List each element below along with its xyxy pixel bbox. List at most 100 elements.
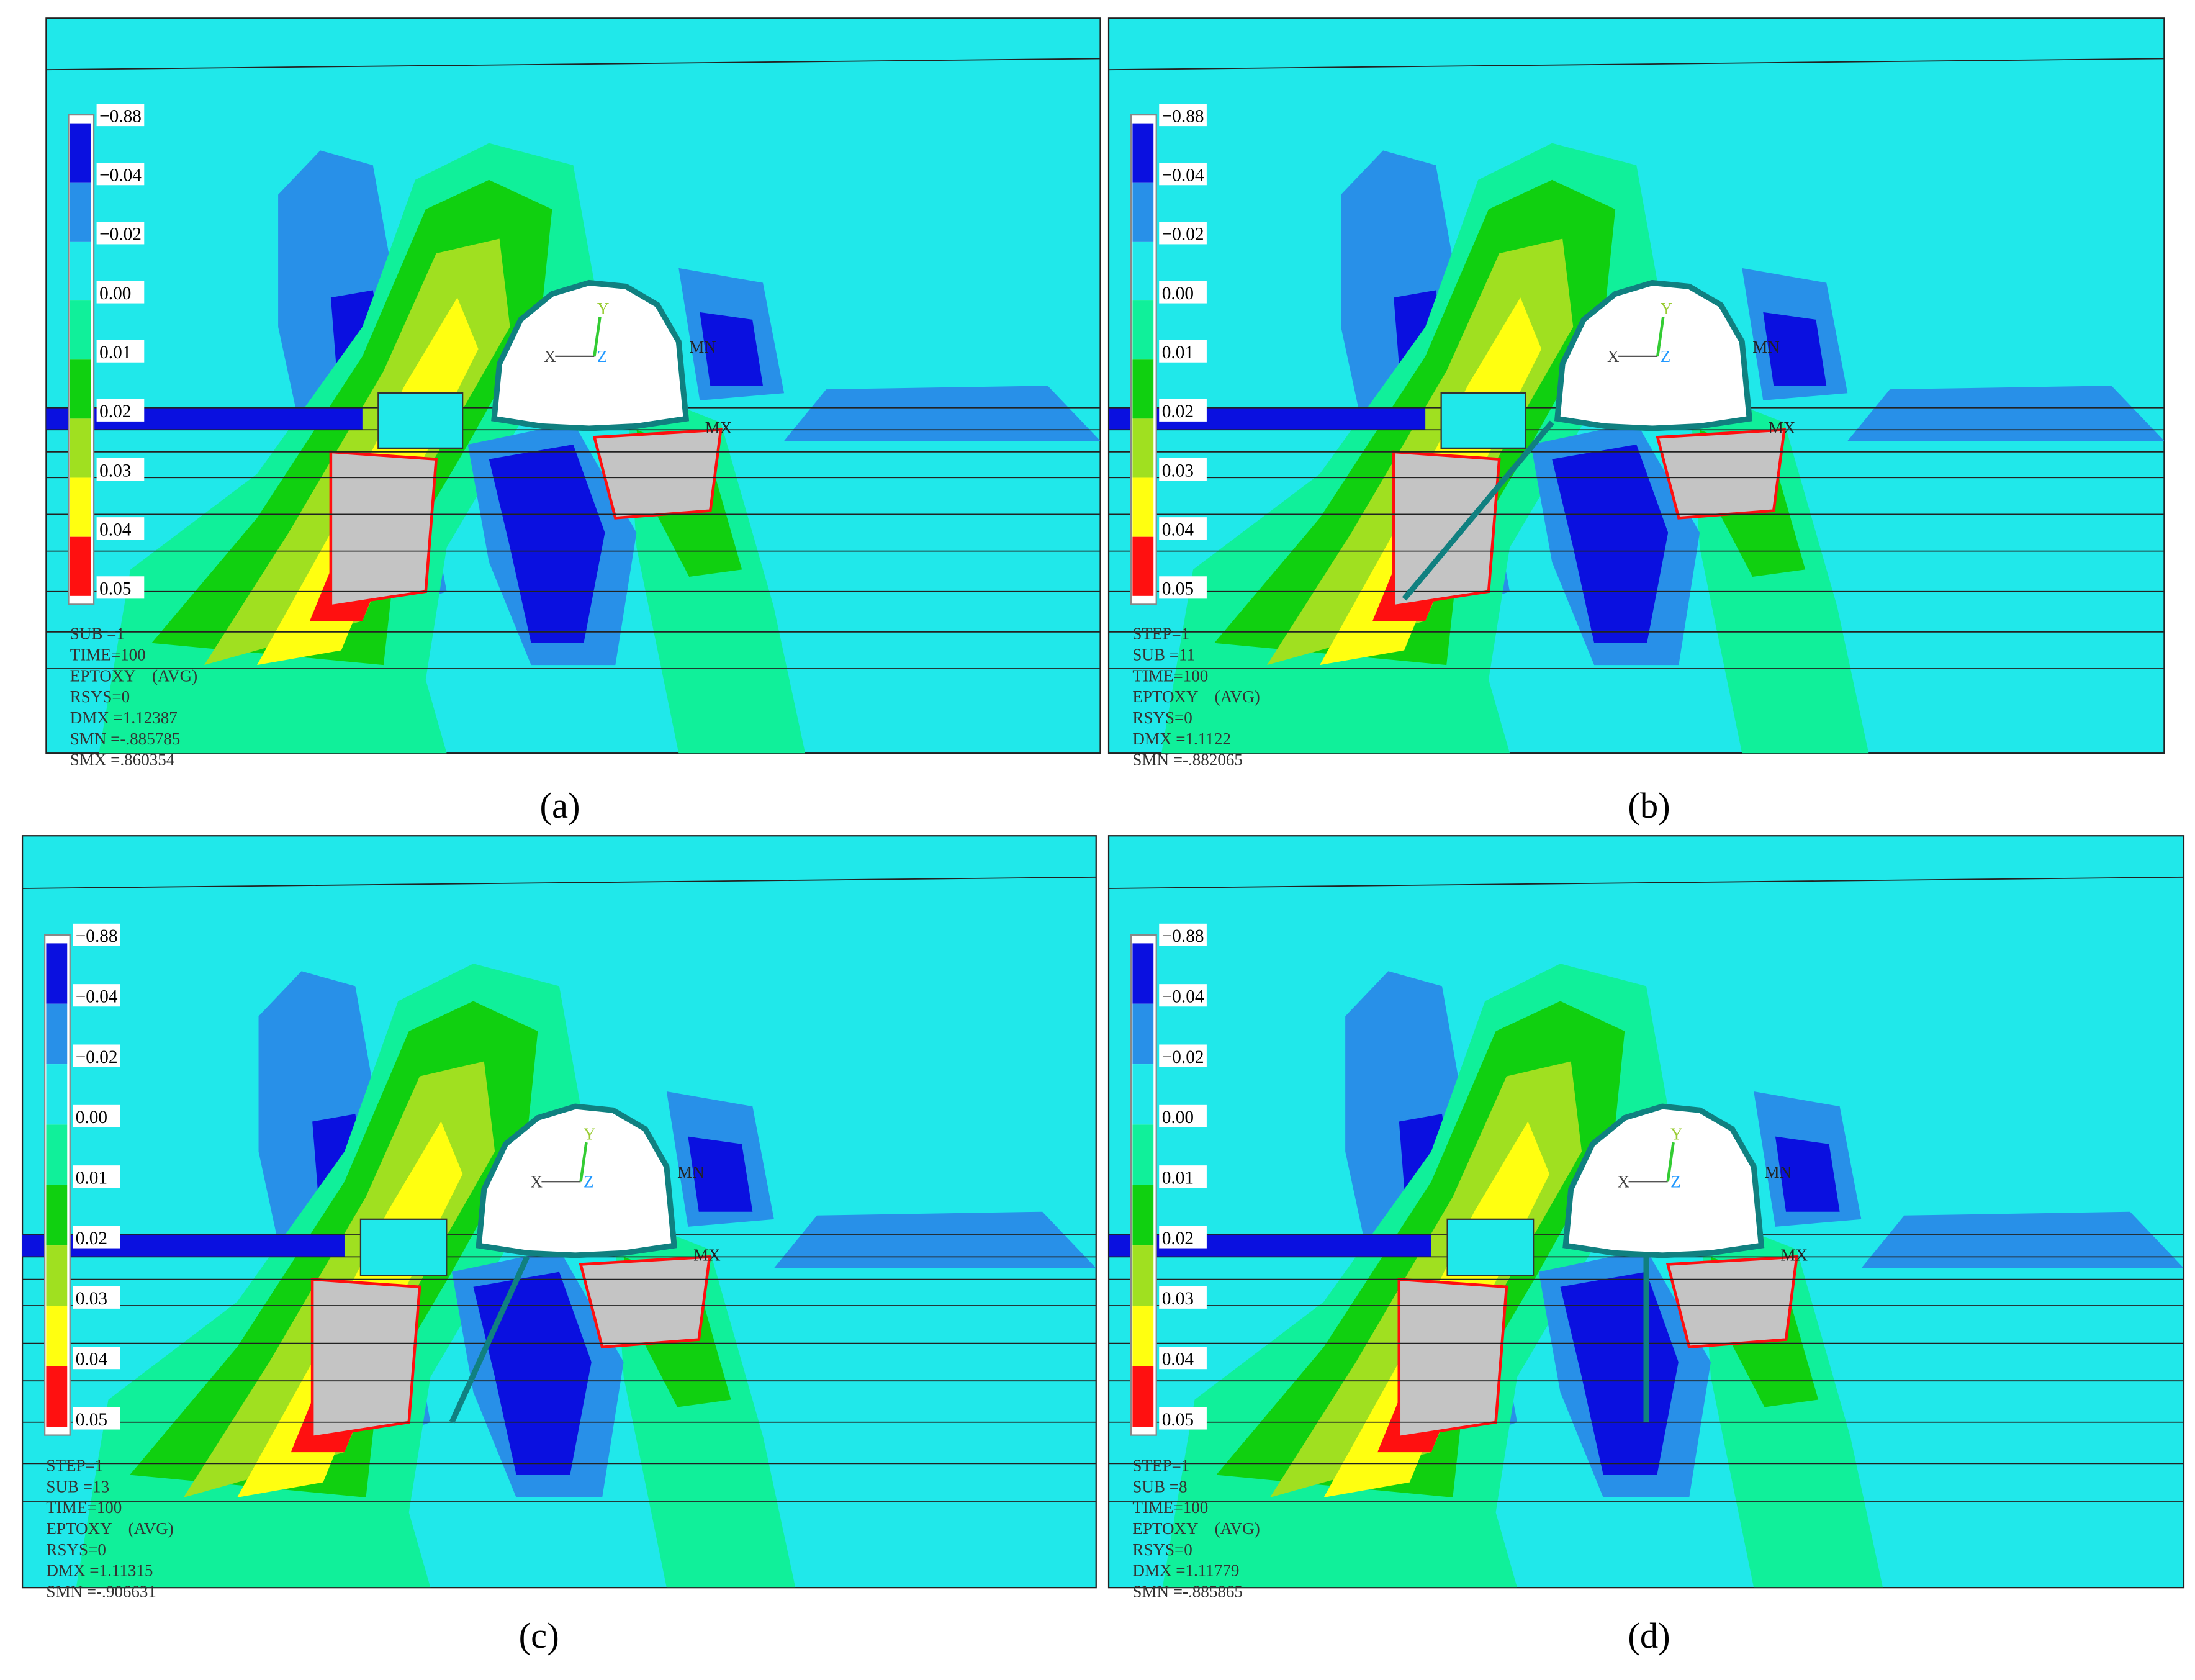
triad-axis [1656, 317, 1665, 357]
triad-axis [579, 1142, 588, 1182]
legend-swatch [1132, 123, 1154, 183]
legend-label: 0.03 [1162, 461, 1194, 481]
legend-label-box [73, 1044, 120, 1067]
legend-swatch [1132, 1003, 1154, 1065]
legend-label: 0.04 [1162, 1349, 1194, 1369]
legend-swatch [1132, 300, 1154, 360]
layer-line [1109, 58, 2165, 71]
triad-label: Z [584, 1172, 594, 1191]
legend-label: 0.00 [99, 284, 131, 304]
legend-label: 0.00 [1162, 1108, 1194, 1127]
legend-swatch [46, 1185, 68, 1246]
legend-label-box [1159, 1104, 1207, 1127]
legend-label-box [96, 517, 145, 540]
legend-label-box [73, 1226, 120, 1249]
triad-label: X [530, 1172, 543, 1191]
info-line: DMX =1.12387 [70, 708, 178, 727]
panel: X Y Z MN MX −0.88 −0.04 −0.02 0.00 0.01 0.02 0.03 0.… [1107, 17, 2165, 826]
support-box [377, 392, 464, 449]
legend-label: −0.02 [1162, 1047, 1204, 1067]
panel: X Y Z MN MX −0.88 −0.04 −0.02 0.00 0.01 0.02 0.03 0.… [1107, 835, 2185, 1656]
legend-label: 0.01 [1162, 343, 1194, 363]
legend-swatch [1132, 1306, 1154, 1366]
legend-label-box [73, 1286, 120, 1309]
legend-label-box [96, 222, 145, 245]
legend-label: −0.04 [76, 987, 118, 1006]
triad-label: Z [597, 347, 608, 366]
contour [489, 444, 605, 643]
info-line: SUB =8 [1132, 1477, 1187, 1496]
panel: X Y Z MN MX −0.88 −0.04 −0.02 0.00 0.01 0.02 0.03 0.… [45, 17, 1101, 826]
legend-label-box [96, 458, 145, 481]
info-line: DMX =1.11315 [46, 1561, 153, 1580]
info-line: TIME=100 [1132, 1498, 1208, 1517]
contour [1392, 450, 1501, 608]
contour [1861, 1211, 2184, 1268]
max-label: MX [1780, 1245, 1808, 1264]
legend-swatch [46, 1064, 68, 1125]
max-label: MX [693, 1245, 721, 1264]
info-line: SMN =-.885785 [70, 729, 181, 748]
info-line: SMN =-.885865 [1132, 1582, 1243, 1601]
legend-label-box [1159, 517, 1207, 540]
legend-swatch [1132, 1185, 1154, 1246]
legend-label-box [96, 104, 145, 127]
legend-label-box [73, 984, 120, 1007]
triad-label: Y [584, 1125, 596, 1144]
legend-label-box [96, 576, 145, 599]
legend-swatch [46, 1366, 68, 1427]
contour [1552, 444, 1669, 643]
legend-label: 0.03 [76, 1289, 107, 1309]
caption: (b) [1628, 785, 1670, 826]
legend-label: 0.00 [76, 1108, 107, 1127]
min-label: MN [677, 1163, 705, 1181]
legend-label-box [73, 1347, 120, 1370]
legend-swatch [1132, 1245, 1154, 1306]
min-label: MN [689, 338, 716, 356]
legend-label-box [73, 1165, 120, 1188]
legend-label: 0.03 [1162, 1289, 1194, 1309]
triad-label: Z [1670, 1172, 1681, 1191]
legend-label: 0.04 [99, 520, 132, 540]
legend-label: −0.88 [76, 926, 118, 946]
contour [1109, 1234, 1431, 1257]
legend-label: 0.05 [1162, 1410, 1194, 1430]
contour [1763, 312, 1827, 386]
legend-label: 0.00 [1162, 284, 1194, 304]
contour [579, 1255, 711, 1349]
legend-swatch [1132, 1124, 1154, 1185]
legend-swatch [70, 477, 91, 537]
legend-label-box [1159, 923, 1207, 946]
info-line: EPTOXY (AVG) [1132, 1519, 1260, 1538]
info-line: SMN =-.906631 [46, 1582, 156, 1601]
legend-label: −0.02 [1162, 225, 1204, 245]
contour [1665, 1255, 1799, 1349]
legend-swatch [1132, 418, 1154, 478]
info-line: STEP=1 [46, 1456, 103, 1475]
legend-swatch [1132, 536, 1154, 596]
legend-label: 0.05 [1162, 579, 1194, 599]
contour [784, 386, 1101, 441]
caption: (d) [1628, 1615, 1670, 1656]
legend-label: −0.04 [1162, 166, 1204, 186]
info-line: SMX =.860354 [70, 751, 175, 769]
legend-label: 0.05 [99, 579, 131, 599]
legend-swatch [1132, 943, 1154, 1004]
legend-label: −0.02 [99, 225, 142, 245]
caption: (a) [540, 785, 580, 826]
contour [473, 1271, 592, 1475]
info-line: DMX =1.11779 [1132, 1561, 1239, 1580]
legend-label-box [73, 1407, 120, 1430]
legend-label: −0.04 [99, 166, 142, 186]
contour [1656, 428, 1786, 520]
legend-label: −0.02 [76, 1047, 118, 1067]
legend-label-box [1159, 281, 1207, 304]
legend-label: 0.01 [99, 343, 131, 363]
legend-label: 0.04 [1162, 520, 1194, 540]
info-line: SUB =11 [1132, 646, 1195, 664]
triad-axis [1666, 1142, 1675, 1182]
info-line: TIME=100 [46, 1498, 122, 1517]
triad-label: X [1617, 1172, 1629, 1191]
legend-label-box [96, 340, 145, 363]
